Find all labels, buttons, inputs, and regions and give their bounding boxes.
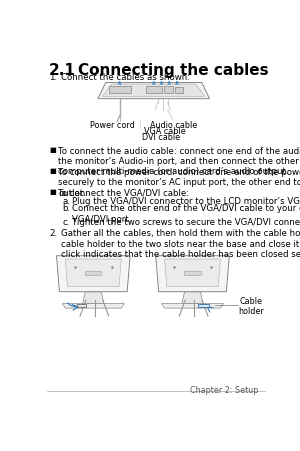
Polygon shape: [98, 83, 210, 100]
Text: a.: a.: [62, 197, 70, 206]
Text: Connecting the cables: Connecting the cables: [78, 63, 268, 78]
Text: VGA cable: VGA cable: [144, 127, 185, 136]
Text: Chapter 2: Setup: Chapter 2: Setup: [190, 386, 258, 395]
Text: 2.: 2.: [49, 229, 57, 238]
Text: To connect the VGA/DVI cable:: To connect the VGA/DVI cable:: [58, 189, 190, 198]
Text: Tighten the two screws to secure the VGA/DVI connector.: Tighten the two screws to secure the VGA…: [72, 218, 300, 227]
Text: ■: ■: [49, 189, 56, 194]
Text: 1.: 1.: [49, 74, 57, 82]
Bar: [109, 87, 130, 93]
Text: Cable
holder: Cable holder: [238, 296, 264, 315]
Text: ■: ■: [49, 146, 56, 152]
Text: 2.1: 2.1: [49, 63, 76, 78]
Bar: [77, 305, 86, 308]
Polygon shape: [83, 292, 104, 304]
Polygon shape: [164, 259, 220, 287]
Bar: [85, 272, 101, 276]
Polygon shape: [182, 292, 203, 304]
Text: To connect the power cord: connect one end of the power cord
securely to the mon: To connect the power cord: connect one e…: [58, 167, 300, 197]
Text: Plug the VGA/DVI connector to the LCD monitor’s VGA/DVI port.: Plug the VGA/DVI connector to the LCD mo…: [72, 197, 300, 206]
Text: Gather all the cables, then hold them with the cable holder. Align the
cable hol: Gather all the cables, then hold them wi…: [61, 229, 300, 258]
Polygon shape: [103, 85, 205, 97]
Polygon shape: [65, 259, 121, 287]
Bar: [184, 272, 201, 276]
Text: Power cord: Power cord: [89, 121, 134, 130]
Polygon shape: [56, 256, 130, 292]
Polygon shape: [62, 304, 124, 308]
Bar: [176, 88, 183, 93]
Text: Connect the cables as shown:: Connect the cables as shown:: [61, 74, 190, 82]
Bar: [198, 304, 209, 308]
Polygon shape: [156, 256, 229, 292]
Text: b.: b.: [62, 204, 70, 213]
Text: ■: ■: [49, 167, 56, 174]
Text: Connect the other end of the VGA/DVI cable to your computer’s
VGA/DVI port.: Connect the other end of the VGA/DVI cab…: [72, 204, 300, 223]
Bar: [164, 87, 173, 93]
Text: DVI cable: DVI cable: [142, 133, 181, 142]
Text: Audio cable: Audio cable: [149, 121, 197, 130]
Text: c.: c.: [62, 218, 70, 227]
Bar: [146, 87, 161, 93]
Polygon shape: [162, 304, 224, 308]
Text: To connect the audio cable: connect one end of the audio cable to
the monitor’s : To connect the audio cable: connect one …: [58, 146, 300, 176]
